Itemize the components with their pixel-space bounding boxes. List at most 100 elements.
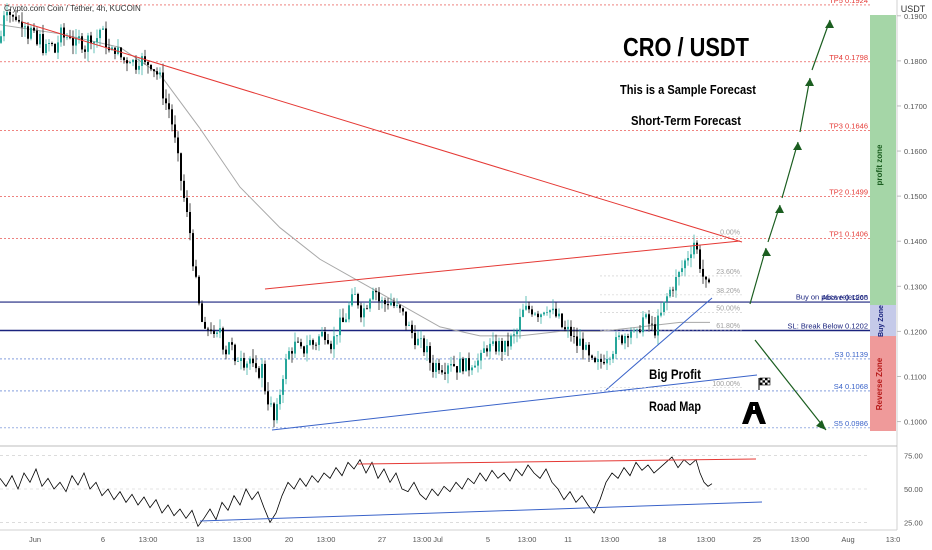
candle-body	[195, 266, 197, 277]
time-tick-label: 13:00	[518, 535, 537, 544]
candle-body	[42, 34, 44, 54]
candle-body	[411, 324, 413, 333]
candle-body	[33, 27, 35, 31]
time-tick-label: 11	[564, 535, 572, 544]
candle-body	[201, 303, 203, 322]
candle-body	[135, 59, 137, 70]
candle-body	[102, 28, 104, 30]
candle-body	[0, 36, 2, 43]
candle-body	[351, 294, 353, 306]
candle-body	[492, 341, 494, 344]
price-tick-label: 0.1000	[904, 418, 927, 427]
candle-body	[669, 289, 671, 297]
candle-body	[564, 327, 566, 330]
candle-body	[435, 363, 437, 372]
candle-body	[306, 345, 308, 354]
price-levels: TP5 0.1924 TP4 0.1798 TP3 0.1646 TP2 0.1499…	[0, 0, 870, 429]
candle-body	[36, 30, 38, 45]
candles	[0, 3, 710, 428]
profit-zone	[870, 15, 896, 305]
candle-body	[357, 293, 359, 306]
time-tick-label: Jun	[29, 535, 41, 544]
candle-body	[111, 47, 113, 51]
candle-body	[570, 326, 572, 336]
candle-body	[6, 11, 8, 16]
candle-body	[438, 363, 440, 371]
symbol-header: Crypto.com Coin / Tether, 4h, KUCOIN	[4, 4, 141, 13]
fib-label: 38.20%	[716, 288, 740, 295]
candle-body	[168, 103, 170, 110]
price-tick-label: 0.1500	[904, 192, 927, 201]
price-ticks: 0.1900 0.1800 0.1700 0.1600 0.1500 0.1400 0.13…	[897, 12, 927, 427]
candle-body	[60, 27, 62, 43]
price-tick-label: 0.1200	[904, 327, 927, 336]
candle-body	[555, 308, 557, 317]
candle-body	[477, 360, 479, 366]
candle-body	[519, 316, 521, 332]
time-tick-label: 13:0	[886, 535, 901, 544]
time-tick-label: Aug	[841, 535, 854, 544]
candle-body	[480, 352, 482, 361]
candle-body	[225, 349, 227, 355]
candle-body	[327, 340, 329, 344]
candle-body	[642, 317, 644, 333]
candle-body	[282, 379, 284, 395]
fib-label: 100.00%	[712, 381, 740, 388]
roadmap-line-2: Road Map	[649, 398, 701, 414]
candle-body	[450, 364, 452, 366]
candle-body	[258, 368, 260, 378]
price-tick-label: 0.1900	[904, 12, 927, 21]
candle-body	[369, 299, 371, 309]
candle-body	[126, 60, 128, 64]
candle-body	[390, 301, 392, 306]
candle-body	[156, 71, 158, 75]
forecast-arrow-heads	[762, 20, 834, 430]
candle-body	[18, 19, 20, 22]
candle-body	[132, 59, 134, 63]
candle-body	[63, 27, 65, 38]
candle-body	[300, 342, 302, 347]
candle-body	[561, 313, 563, 328]
candle-body	[582, 338, 584, 350]
candle-body	[54, 44, 56, 53]
candle-body	[636, 329, 638, 331]
candle-body	[231, 342, 233, 345]
candle-body	[558, 313, 560, 317]
candle-body	[285, 359, 287, 380]
candle-body	[444, 372, 446, 374]
candle-body	[219, 328, 221, 333]
candle-body	[603, 361, 605, 364]
reverse-zone	[870, 336, 896, 431]
candle-body	[117, 47, 119, 54]
candle-body	[342, 317, 344, 323]
rsi-tick-label: 25.00	[904, 518, 923, 527]
candle-body	[453, 364, 455, 367]
candle-body	[336, 335, 338, 337]
candle-body	[393, 301, 395, 306]
buy-zone-label: Buy Zone	[878, 305, 885, 337]
candle-body	[204, 321, 206, 329]
candle-body	[45, 43, 47, 54]
candle-body	[177, 137, 179, 154]
candle-body	[24, 26, 26, 28]
candle-body	[615, 337, 617, 354]
candle-body	[360, 305, 362, 318]
candle-body	[99, 29, 101, 39]
candle-body	[588, 344, 590, 356]
rsi-resistance-line	[357, 458, 757, 465]
candle-body	[627, 336, 629, 338]
candle-body	[15, 16, 17, 20]
candle-body	[123, 57, 125, 61]
candle-body	[501, 340, 503, 352]
candle-body	[468, 358, 470, 371]
candle-body	[333, 336, 335, 350]
currency-label: USDT	[901, 4, 926, 14]
candle-body	[708, 279, 710, 283]
candle-body	[78, 36, 80, 39]
level-label: TP5 0.1924	[829, 0, 868, 5]
time-tick-label: 5	[486, 535, 490, 544]
candle-body	[384, 300, 386, 305]
candle-body	[159, 72, 161, 75]
candle-body	[651, 323, 653, 325]
